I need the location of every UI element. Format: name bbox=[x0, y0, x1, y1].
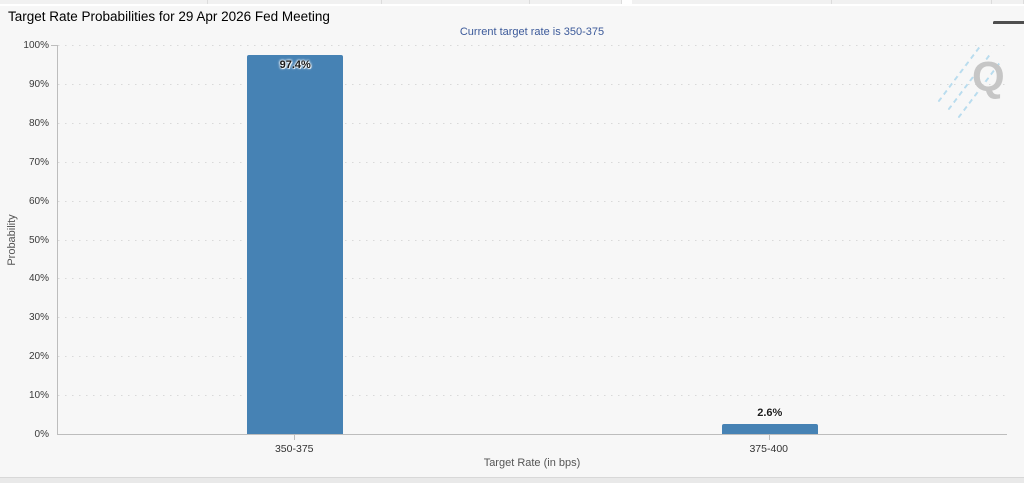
gridline bbox=[58, 161, 1007, 163]
tab-gap bbox=[622, 0, 632, 4]
y-tick-label: 80% bbox=[28, 117, 49, 129]
gridline bbox=[58, 278, 1007, 280]
x-tick-mark bbox=[294, 435, 296, 440]
y-tick-label: 70% bbox=[28, 156, 49, 168]
gridline bbox=[58, 317, 1007, 319]
chart-subtitle: Current target rate is 350-375 bbox=[459, 26, 605, 38]
bar-375-400[interactable] bbox=[721, 423, 818, 434]
y-tick-label: 90% bbox=[28, 78, 49, 90]
tab-remnant bbox=[0, 0, 208, 4]
y-tick-label: 0% bbox=[34, 429, 49, 440]
x-axis-labels: 350-375 375-400 bbox=[57, 443, 1007, 456]
x-tick-label: 375-400 bbox=[749, 443, 789, 455]
gridline bbox=[58, 200, 1007, 202]
x-tick-label: 350-375 bbox=[274, 443, 314, 455]
bar-350-375[interactable] bbox=[247, 55, 344, 434]
y-tick-label: 60% bbox=[28, 195, 49, 207]
tab-remnant bbox=[382, 0, 530, 4]
gridline bbox=[58, 122, 1007, 124]
tab-strip-underline bbox=[0, 4, 1024, 6]
bar-value-label: 97.4% bbox=[279, 59, 311, 72]
gridline bbox=[58, 45, 1007, 46]
x-axis-ticks bbox=[57, 435, 1007, 440]
chart-title: Target Rate Probabilities for 29 Apr 202… bbox=[8, 9, 330, 24]
bars: 97.4% 2.6% bbox=[58, 45, 1007, 434]
plot-area: 97.4% 2.6% bbox=[51, 45, 1007, 435]
y-tick-label: 40% bbox=[28, 273, 49, 285]
chart-export-menu-button[interactable] bbox=[993, 12, 1024, 26]
tab-remnant bbox=[632, 0, 832, 4]
y-axis-top-tick bbox=[51, 45, 58, 46]
bar-value-label: 2.6% bbox=[757, 406, 783, 419]
y-axis-labels: 0% 10% 20% 30% 40% 50% 60% 70% 80% 90% 100% bbox=[0, 40, 52, 440]
gridline bbox=[58, 83, 1007, 85]
y-tick-label: 100% bbox=[23, 40, 49, 51]
gridline bbox=[58, 356, 1007, 358]
tab-remnant bbox=[832, 0, 992, 4]
gridlines bbox=[58, 45, 1007, 434]
y-tick-label: 30% bbox=[28, 312, 49, 324]
y-tick-label: 50% bbox=[28, 234, 49, 246]
tab-remnant bbox=[208, 0, 382, 4]
y-tick-label: 10% bbox=[28, 390, 49, 402]
gridline bbox=[58, 395, 1007, 397]
tab-remnant bbox=[530, 0, 622, 4]
gridline bbox=[58, 239, 1007, 241]
x-axis-title: Target Rate (in bps) bbox=[483, 457, 581, 469]
x-tick-mark bbox=[768, 435, 770, 440]
y-tick-label: 20% bbox=[28, 351, 49, 363]
bottom-page-strip bbox=[0, 477, 1024, 483]
hamburger-menu-icon bbox=[993, 21, 1024, 24]
